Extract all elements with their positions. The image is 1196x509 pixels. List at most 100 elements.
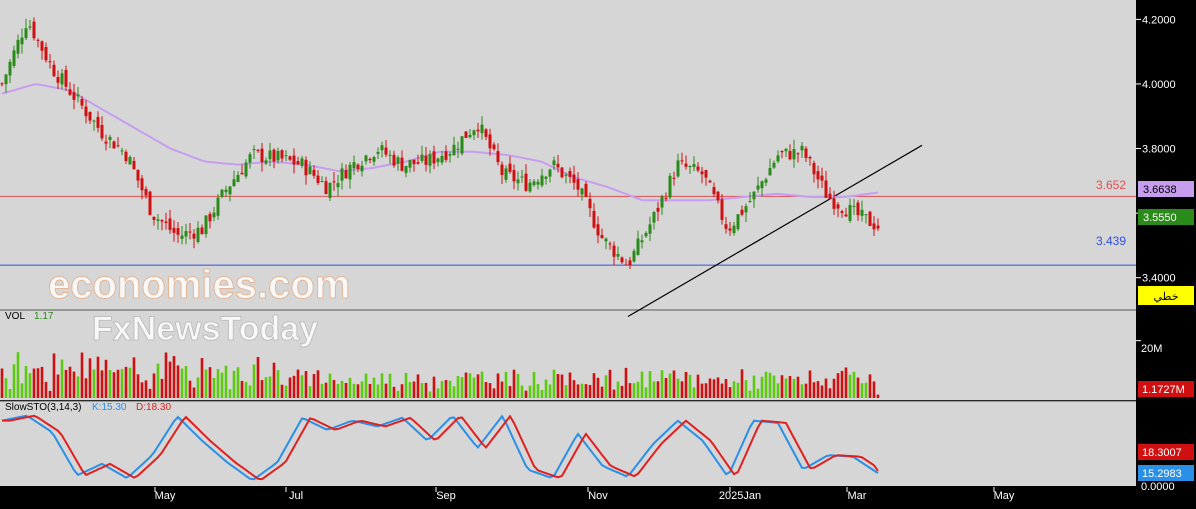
volume-bar — [252, 364, 256, 398]
candle-body — [76, 94, 80, 97]
volume-bar — [448, 380, 452, 398]
volume-bar — [368, 383, 372, 398]
tool-button[interactable] — [1138, 286, 1194, 305]
volume-bar — [536, 384, 540, 398]
volume-bar — [200, 358, 204, 398]
volume-bar — [140, 382, 144, 398]
ma-value: 3.6638 — [1143, 184, 1177, 196]
candle-body — [848, 204, 852, 221]
candle-body — [636, 238, 640, 255]
volume-bar — [492, 388, 496, 398]
candle-body — [632, 250, 636, 262]
volume-bar — [876, 394, 880, 398]
volume-bar — [264, 377, 268, 398]
candle-body — [768, 168, 772, 176]
candle-body — [716, 191, 720, 201]
candle-body — [740, 209, 744, 215]
x-axis-label: Nov — [588, 490, 608, 502]
volume-bar — [112, 372, 116, 398]
volume-bar — [120, 369, 124, 398]
resistance-label: 3.652 — [1096, 178, 1126, 192]
candle-body — [232, 179, 236, 186]
volume-bar — [424, 382, 428, 398]
volume-bar — [792, 378, 796, 398]
volume-bar — [476, 374, 480, 398]
volume-bar — [64, 369, 68, 398]
volume-bar — [8, 388, 12, 398]
vol-title: VOL — [5, 311, 25, 322]
candle-body — [160, 220, 164, 222]
candle-body — [832, 198, 836, 209]
volume-bar — [624, 367, 628, 398]
volume-bar — [280, 384, 284, 398]
volume-bar — [292, 375, 296, 398]
candle-body — [784, 148, 788, 152]
volume-bar — [556, 373, 560, 398]
volume-bar — [844, 367, 848, 398]
volume-bar — [604, 375, 608, 398]
candle-body — [208, 213, 212, 222]
volume-bar — [728, 387, 732, 398]
volume-bar — [100, 370, 104, 398]
candle-body — [116, 145, 120, 147]
candle-body — [48, 61, 52, 63]
candle-body — [336, 183, 340, 188]
candle-body — [712, 187, 716, 195]
volume-bar — [496, 373, 500, 398]
candle-body — [664, 197, 668, 199]
candle-body — [620, 257, 624, 263]
volume-bar — [532, 371, 536, 398]
candle-body — [180, 235, 184, 239]
volume-bar — [40, 366, 44, 398]
candle-body — [656, 207, 660, 212]
candle-body — [504, 168, 508, 180]
candle-body — [164, 221, 168, 223]
candle-body — [168, 218, 172, 230]
volume-bar — [284, 385, 288, 398]
volume-bar — [528, 385, 532, 398]
volume-bar — [176, 365, 180, 398]
candle-body — [284, 155, 288, 157]
volume-bar — [744, 380, 748, 398]
candle-body — [8, 61, 12, 76]
volume-bar — [248, 385, 252, 398]
y-tick-label: 4.0000 — [1142, 79, 1176, 91]
volume-bar — [256, 356, 260, 398]
volume-bar — [296, 369, 300, 398]
support-label: 3.439 — [1096, 234, 1126, 248]
candle-body — [592, 210, 596, 228]
candle-body — [0, 83, 4, 85]
candle-body — [700, 171, 704, 175]
candle-body — [128, 156, 132, 165]
volume-bar — [468, 373, 472, 398]
volume-bar — [860, 383, 864, 398]
volume-bar — [752, 375, 756, 398]
candle-body — [688, 166, 692, 168]
volume-bar — [392, 386, 396, 398]
volume-bar — [192, 387, 196, 398]
volume-bar — [840, 370, 844, 398]
candle-body — [40, 41, 44, 51]
candle-body — [824, 180, 828, 198]
volume-bar — [384, 383, 388, 398]
candle-body — [720, 199, 724, 220]
candle-body — [196, 227, 200, 242]
volume-bar — [212, 377, 216, 398]
candle-body — [172, 227, 176, 233]
candle-body — [24, 28, 28, 39]
volume-bar — [596, 377, 600, 398]
candle-body — [72, 92, 76, 100]
volume-bar — [148, 388, 152, 398]
candle-body — [516, 179, 520, 184]
candle-body — [20, 37, 24, 45]
volume-bar — [716, 377, 720, 398]
candle-body — [828, 193, 832, 199]
volume-bar — [540, 389, 544, 398]
candle-body — [308, 166, 312, 175]
candle-body — [16, 39, 20, 54]
volume-bar — [376, 384, 380, 398]
x-axis-label: Jul — [289, 490, 303, 502]
volume-bar — [408, 382, 412, 398]
volume-bar — [76, 376, 80, 398]
candle-body — [672, 177, 676, 179]
